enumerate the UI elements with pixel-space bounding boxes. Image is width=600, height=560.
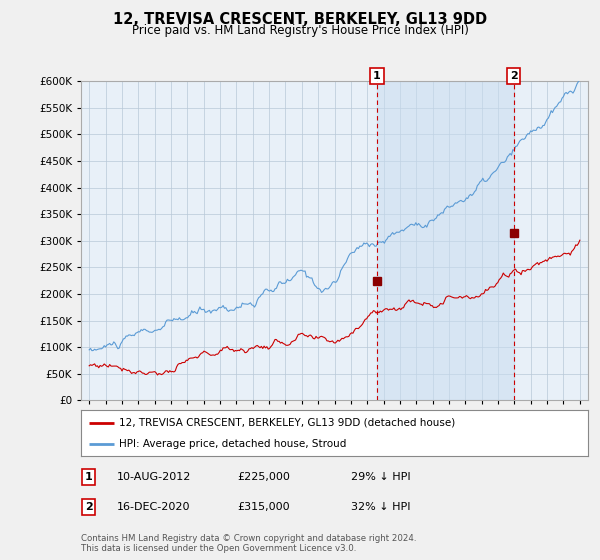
Text: 29% ↓ HPI: 29% ↓ HPI	[351, 472, 410, 482]
Text: 2: 2	[85, 502, 92, 512]
Text: 1: 1	[85, 472, 92, 482]
Text: 1: 1	[373, 71, 381, 81]
Text: 16-DEC-2020: 16-DEC-2020	[117, 502, 191, 512]
Text: 10-AUG-2012: 10-AUG-2012	[117, 472, 191, 482]
Text: Price paid vs. HM Land Registry's House Price Index (HPI): Price paid vs. HM Land Registry's House …	[131, 24, 469, 36]
Text: 32% ↓ HPI: 32% ↓ HPI	[351, 502, 410, 512]
Text: Contains HM Land Registry data © Crown copyright and database right 2024.
This d: Contains HM Land Registry data © Crown c…	[81, 534, 416, 553]
Text: HPI: Average price, detached house, Stroud: HPI: Average price, detached house, Stro…	[119, 439, 346, 449]
Text: £225,000: £225,000	[237, 472, 290, 482]
Text: £315,000: £315,000	[237, 502, 290, 512]
Text: 12, TREVISA CRESCENT, BERKELEY, GL13 9DD (detached house): 12, TREVISA CRESCENT, BERKELEY, GL13 9DD…	[119, 418, 455, 428]
Bar	[377, 81, 514, 400]
Text: 2: 2	[510, 71, 518, 81]
Text: 12, TREVISA CRESCENT, BERKELEY, GL13 9DD: 12, TREVISA CRESCENT, BERKELEY, GL13 9DD	[113, 12, 487, 27]
